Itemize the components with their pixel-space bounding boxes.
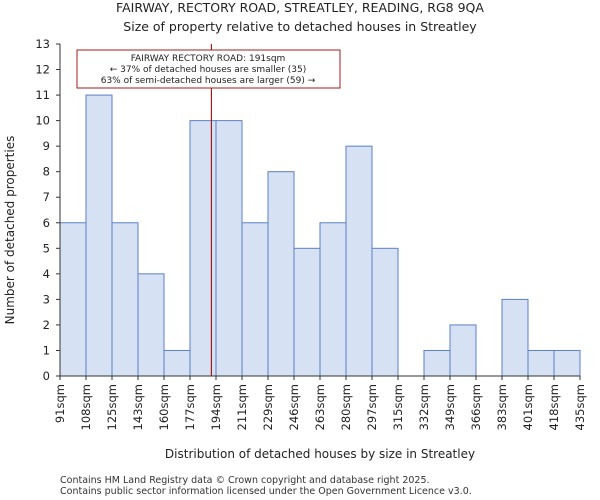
bar-143sqm <box>137 273 165 377</box>
annotation-line-2: ← 37% of detached houses are smaller (35… <box>110 65 307 75</box>
chart-subtitle: Size of property relative to detached ho… <box>123 19 477 34</box>
footer-line-2: Contains public sector information licen… <box>60 486 472 497</box>
x-tick-label: 125sqm <box>105 384 119 430</box>
bar-332sqm <box>423 349 451 377</box>
x-tick-label: 280sqm <box>339 384 353 430</box>
bar-418sqm <box>553 349 581 377</box>
x-tick-label: 401sqm <box>521 384 535 430</box>
y-tick-label: 10 <box>35 114 50 128</box>
x-tick-label: 263sqm <box>313 384 327 430</box>
x-tick-label: 108sqm <box>79 384 93 430</box>
bar-91sqm <box>59 222 87 377</box>
bar-280sqm <box>345 145 373 377</box>
x-axis-ticks: 91sqm 108sqm 125sqm 143sqm 160sqm 177sqm 194sq… <box>53 376 587 430</box>
annotation-line-1: FAIRWAY RECTORY ROAD: 191sqm <box>131 54 286 64</box>
bar-108sqm <box>85 94 113 377</box>
y-tick-label: 5 <box>43 241 50 255</box>
x-tick-label: 383sqm <box>495 384 509 430</box>
y-tick-label: 7 <box>43 190 50 204</box>
y-tick-label: 13 <box>35 37 50 51</box>
y-tick-label: 3 <box>43 292 50 306</box>
footer-line-1: Contains HM Land Registry data © Crown c… <box>60 475 430 486</box>
bar-263sqm <box>319 222 347 377</box>
bar-383sqm <box>501 298 529 377</box>
y-tick-label: 6 <box>43 216 50 230</box>
bar-349sqm <box>449 324 477 377</box>
annotation-line-3: 63% of semi-detached houses are larger (… <box>101 76 316 86</box>
x-tick-label: 366sqm <box>469 384 483 430</box>
bars-group <box>59 94 581 377</box>
y-axis-label: Number of detached properties <box>3 136 17 325</box>
y-tick-label: 4 <box>43 267 50 281</box>
x-tick-label: 315sqm <box>391 384 405 430</box>
bar-160sqm <box>163 349 191 377</box>
y-tick-label: 12 <box>35 63 50 77</box>
y-tick-label: 9 <box>43 139 50 153</box>
bar-194sqm <box>215 120 243 377</box>
x-tick-label: 435sqm <box>573 384 587 430</box>
x-tick-label: 229sqm <box>261 384 275 430</box>
x-tick-label: 91sqm <box>53 384 67 423</box>
y-tick-label: 2 <box>43 318 50 332</box>
bar-177sqm <box>189 120 217 377</box>
x-tick-label: 349sqm <box>443 384 457 430</box>
bar-125sqm <box>111 222 139 377</box>
x-axis-label: Distribution of detached houses by size … <box>165 447 475 461</box>
x-tick-label: 246sqm <box>287 384 301 430</box>
y-tick-label: 0 <box>43 369 50 383</box>
bar-211sqm <box>241 222 269 377</box>
annotation-box: FAIRWAY RECTORY ROAD: 191sqm ← 37% of de… <box>76 49 341 89</box>
y-tick-label: 1 <box>43 343 50 357</box>
x-tick-label: 194sqm <box>209 384 223 430</box>
chart-title: FAIRWAY, RECTORY ROAD, STREATLEY, READIN… <box>116 0 484 15</box>
y-tick-label: 8 <box>43 165 50 179</box>
bar-297sqm <box>371 247 399 377</box>
bar-401sqm <box>527 349 555 377</box>
x-tick-label: 332sqm <box>417 384 431 430</box>
x-tick-label: 211sqm <box>235 384 249 430</box>
x-tick-label: 143sqm <box>131 384 145 430</box>
x-tick-label: 297sqm <box>365 384 379 430</box>
bar-229sqm <box>267 171 295 377</box>
x-tick-label: 418sqm <box>547 384 561 430</box>
x-tick-label: 160sqm <box>157 384 171 430</box>
bar-246sqm <box>293 247 321 377</box>
x-tick-label: 177sqm <box>183 384 197 430</box>
y-tick-label: 11 <box>35 88 50 102</box>
